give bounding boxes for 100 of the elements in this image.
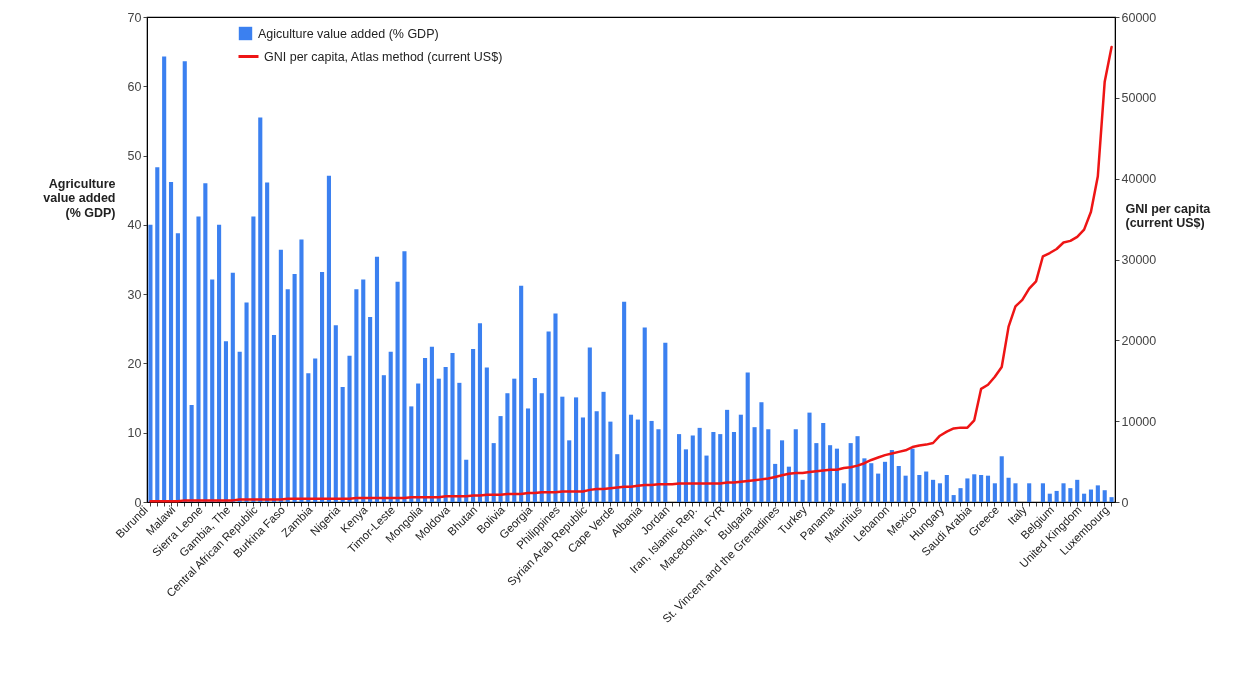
bar: [429, 346, 434, 502]
bar: [1109, 497, 1114, 502]
bar: [745, 372, 750, 502]
bar: [539, 393, 544, 502]
bar: [230, 272, 235, 502]
bar: [944, 474, 949, 502]
y-tick-label: 40: [127, 218, 142, 233]
bar: [271, 335, 277, 502]
bar: [800, 479, 805, 502]
bar: [937, 483, 942, 502]
bar: [855, 436, 860, 502]
bar: [615, 454, 620, 502]
bar: [882, 461, 888, 502]
bar: [779, 440, 785, 502]
bar: [477, 323, 483, 502]
bar: [972, 474, 977, 502]
bar: [175, 233, 180, 502]
bar: [1054, 490, 1059, 502]
y2-tick-label: 20000: [1121, 333, 1157, 348]
bar: [436, 378, 441, 502]
bar: [889, 450, 894, 502]
bar: [985, 475, 991, 502]
bar: [237, 351, 242, 502]
bar: [320, 271, 325, 502]
bar: [388, 351, 393, 502]
bar: [690, 435, 695, 502]
y2-axis-title: GNI per capita (current US$): [1125, 201, 1212, 230]
y-tick-label: 60: [127, 79, 142, 94]
y2-tick-label: 40000: [1121, 172, 1157, 187]
bar: [505, 393, 510, 502]
bar: [265, 182, 270, 502]
bar: [299, 239, 304, 502]
bar: [807, 412, 812, 502]
y-tick-label: 30: [127, 287, 142, 302]
bar: [244, 302, 249, 502]
bar: [354, 289, 359, 502]
bar: [155, 167, 160, 502]
legend-label: Agiculture value added (% GDP): [258, 26, 439, 41]
bar: [450, 353, 455, 502]
bar: [965, 478, 970, 502]
y2-tick-label: 50000: [1121, 91, 1157, 106]
bar: [1102, 490, 1107, 502]
bar: [313, 358, 318, 502]
bar: [182, 61, 187, 502]
bar: [862, 458, 867, 502]
y-tick-label: 50: [127, 149, 142, 164]
bar: [917, 474, 922, 502]
bar: [491, 443, 496, 502]
bar: [306, 373, 311, 502]
bar: [642, 327, 647, 502]
bar: [718, 434, 723, 502]
bar: [464, 459, 469, 502]
bar: [677, 434, 682, 502]
bar: [519, 285, 524, 502]
bar: [752, 427, 757, 502]
bar: [553, 313, 558, 502]
bar: [1047, 493, 1052, 502]
bar: [574, 397, 579, 502]
bar: [608, 421, 613, 502]
bar: [285, 289, 290, 502]
bar: [374, 256, 380, 502]
bar: [628, 414, 634, 502]
bar: [697, 427, 702, 502]
bar: [1088, 489, 1094, 502]
bar: [731, 432, 737, 502]
bar: [381, 375, 386, 502]
bar: [601, 391, 606, 502]
bar: [532, 377, 537, 502]
bar: [395, 281, 400, 502]
y2-tick-label: 0: [1121, 495, 1129, 510]
bar: [560, 396, 565, 502]
bar: [567, 440, 572, 502]
bar: [958, 488, 963, 502]
y-tick-label: 70: [127, 10, 142, 25]
bar: [1006, 477, 1011, 502]
bar: [580, 417, 585, 502]
bar: [773, 463, 778, 502]
bar: [223, 341, 229, 502]
bar: [587, 347, 592, 502]
bar: [196, 216, 201, 502]
bar: [422, 357, 428, 502]
bar: [622, 301, 627, 502]
bar: [484, 367, 489, 502]
legend-label: GNI per capita, Atlas method (current US$): [264, 49, 503, 64]
bar: [258, 117, 263, 502]
bar: [821, 423, 826, 502]
bar: [409, 406, 414, 502]
bar: [210, 279, 215, 502]
bar: [759, 402, 764, 502]
bar: [1082, 493, 1087, 502]
bar: [162, 56, 167, 502]
bar: [361, 279, 366, 502]
bar: [457, 382, 462, 502]
bar: [951, 495, 956, 502]
bar: [869, 463, 874, 502]
bar: [402, 251, 407, 502]
bar: [1061, 483, 1066, 502]
bar: [203, 183, 208, 502]
bar: [251, 216, 256, 502]
bar: [1075, 479, 1080, 502]
